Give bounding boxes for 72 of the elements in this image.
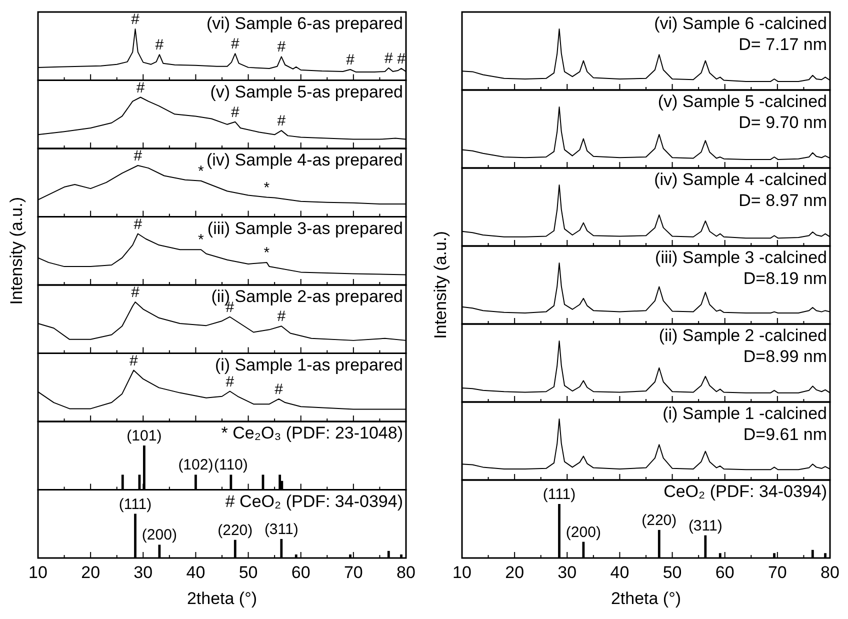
annotation: (i) Sample 1 -calcined — [662, 404, 827, 423]
text: CeO₂ (PDF: 34-0394) — [664, 482, 827, 501]
x-tick-label: 40 — [186, 563, 206, 582]
text: * Ce₂O₃ (PDF: 23-1048) — [221, 424, 403, 442]
x-tick-label: 10 — [28, 563, 48, 582]
annotation: # — [136, 79, 146, 96]
annotation: (v) Sample 5-as prepared — [210, 82, 403, 102]
x-axis-title: 2theta (°) — [186, 589, 258, 608]
x-tick-label: 80 — [396, 563, 416, 582]
x-tick-label: 50 — [662, 563, 682, 582]
x-tick-label: 70 — [768, 563, 787, 582]
annotation: (iii) Sample 3 -calcined — [655, 248, 827, 267]
annotation: (vi) Sample 6 -calcined — [654, 14, 827, 33]
annotation: (i) Sample 1-as prepared — [214, 355, 403, 374]
annotation: D= 9.70 nm — [738, 113, 827, 132]
annotation: * — [198, 232, 204, 249]
annotation: # — [131, 284, 140, 301]
annotation: D=8.99 nm — [743, 347, 827, 366]
annotation: # — [131, 11, 140, 28]
annotation: # — [226, 373, 235, 390]
x-tick-label: 60 — [715, 563, 734, 582]
x-tick-label: 50 — [238, 563, 258, 582]
annotation: # — [277, 112, 286, 130]
annotation: (101) — [126, 428, 162, 444]
annotation: # — [134, 216, 143, 233]
x-tick-label: 30 — [558, 563, 577, 582]
annotation: (iv) Sample 4 -calcined — [654, 170, 827, 189]
annotation: (iv) Sample 4-as prepared — [206, 150, 403, 170]
x-tick-label: 20 — [81, 563, 100, 582]
x-tick-label: 40 — [610, 563, 630, 582]
annotation: # — [134, 148, 143, 164]
annotation: (220) — [218, 522, 253, 539]
x-tick-label: 20 — [505, 563, 524, 582]
x-tick-label: 10 — [452, 563, 472, 582]
annotation: * — [264, 179, 270, 196]
annotation: # — [397, 50, 406, 68]
annotation: (111) — [542, 486, 576, 503]
annotation: D= 7.17 nm — [738, 35, 827, 54]
annotation: # — [155, 36, 164, 54]
annotation: D= 8.97 nm — [738, 191, 827, 210]
annotation: (iii) Sample 3-as prepared — [207, 218, 403, 238]
y-axis-title: Intensity (a.u.) — [431, 231, 450, 339]
annotation: (v) Sample 5 -calcined — [658, 92, 827, 111]
x-axis-title: 2theta (°) — [610, 589, 682, 608]
annotation: (220) — [642, 512, 677, 529]
x-tick-label: 60 — [291, 563, 310, 582]
annotation: # — [277, 38, 286, 56]
annotation: # — [384, 50, 394, 67]
annotation: (311) — [264, 520, 298, 538]
annotation: # — [230, 36, 240, 53]
annotation: # — [230, 104, 240, 121]
annotation: * — [198, 162, 204, 180]
y-axis-title: Intensity (a.u.) — [7, 197, 26, 305]
annotation: # — [274, 380, 284, 398]
annotation: (vi) Sample 6-as prepared — [206, 14, 403, 33]
annotation: * — [264, 244, 270, 262]
annotation: (311) — [688, 517, 722, 534]
annotation: (200) — [566, 524, 601, 541]
annotation: D=8.19 nm — [743, 269, 827, 288]
annotation: (111) — [118, 496, 152, 513]
annotation: (110) — [214, 456, 248, 474]
annotation: (200) — [142, 526, 177, 544]
annotation: (102) — [178, 456, 214, 474]
x-tick-label: 30 — [134, 563, 153, 582]
x-tick-label: 80 — [820, 563, 840, 582]
x-tick-label: 70 — [344, 563, 363, 582]
annotation: D=9.61 nm — [743, 425, 827, 444]
text: # CeO₂ (PDF: 34-0394) — [225, 492, 403, 511]
annotation: # — [130, 352, 139, 370]
annotation: (ii) Sample 2 -calcined — [658, 326, 827, 345]
annotation: # — [346, 51, 356, 68]
annotation: # — [277, 308, 286, 326]
